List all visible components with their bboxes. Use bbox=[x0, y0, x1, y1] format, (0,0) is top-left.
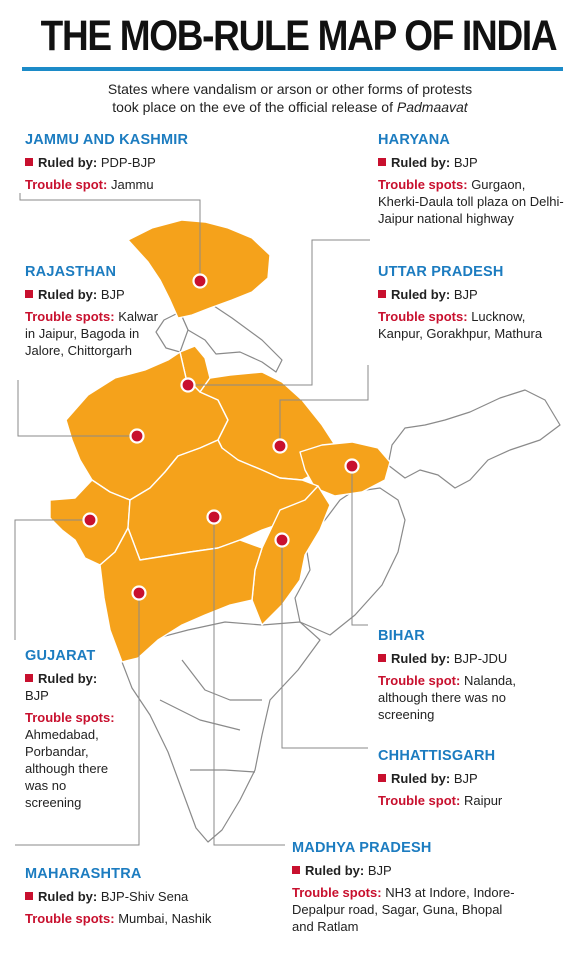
ruled-by-chhattisgarh: BJP bbox=[453, 771, 478, 786]
info-rajasthan: RAJASTHAN Ruled by: BJP Trouble spots: K… bbox=[25, 264, 160, 364]
himachal-uttarakhand bbox=[179, 299, 283, 373]
marker-maharashtra bbox=[131, 585, 147, 601]
trouble-maharashtra: Mumbai, Nashik bbox=[118, 911, 212, 926]
marker-bihar bbox=[344, 458, 360, 474]
marker-chhattisgarh bbox=[274, 532, 290, 548]
marker-up bbox=[272, 438, 288, 454]
punjab bbox=[155, 311, 189, 353]
ruled-by-jk: PDP-BJP bbox=[100, 155, 156, 170]
trouble-bihar: Nalanda, although there was no screening bbox=[378, 673, 517, 722]
subtitle-line-2: took place on the eve of the official re… bbox=[112, 99, 468, 115]
bullet-icon bbox=[25, 674, 33, 682]
subtitle-line-1: States where vandalism or arson or other… bbox=[107, 81, 473, 97]
marker-gujarat bbox=[82, 512, 98, 528]
state-name-rajasthan: RAJASTHAN bbox=[25, 264, 117, 280]
bullet-icon bbox=[378, 774, 386, 782]
info-haryana: HARYANA Ruled by: BJP Trouble spots: Gur… bbox=[378, 132, 568, 232]
leader-lines bbox=[14, 193, 370, 846]
marker-rajasthan bbox=[129, 428, 145, 444]
trouble-gujarat: Ahmedabad, Porbandar, although there was… bbox=[25, 727, 109, 810]
leader-mp bbox=[213, 517, 285, 846]
leader-gujarat bbox=[14, 519, 90, 640]
leader-jk bbox=[19, 193, 201, 281]
ruled-by-rajasthan: BJP bbox=[100, 287, 125, 302]
ruled-by-mp: BJP bbox=[367, 863, 392, 878]
trouble-rajasthan: Kalwar in Jaipur, Bagoda in Jalore, Chit… bbox=[25, 309, 158, 358]
marker-haryana bbox=[180, 377, 196, 393]
title-rule bbox=[22, 67, 563, 71]
bullet-icon bbox=[292, 866, 300, 874]
info-chhattisgarh: CHHATTISGARH Ruled by: BJP Trouble spot:… bbox=[378, 748, 568, 814]
bullet-icon bbox=[378, 654, 386, 662]
leader-chhattisgarh bbox=[281, 540, 368, 749]
bullet-icon bbox=[378, 158, 386, 166]
info-bihar: BIHAR Ruled by: BJP-JDU Trouble spot: Na… bbox=[378, 628, 548, 728]
info-uttar-pradesh: UTTAR PRADESH Ruled by: BJP Trouble spot… bbox=[378, 264, 568, 347]
ruled-by-haryana: BJP bbox=[453, 155, 478, 170]
northeast bbox=[387, 389, 561, 489]
state-name-jk: JAMMU AND KASHMIR bbox=[25, 132, 189, 148]
state-name-mp: MADHYA PRADESH bbox=[292, 840, 432, 856]
bullet-icon bbox=[25, 290, 33, 298]
state-jammu-kashmir bbox=[127, 219, 271, 319]
state-name-haryana: HARYANA bbox=[378, 132, 451, 148]
leader-haryana bbox=[188, 239, 370, 386]
state-name-gujarat: GUJARAT bbox=[25, 648, 96, 664]
bullet-icon bbox=[25, 892, 33, 900]
info-maharashtra: MAHARASHTRA Ruled by: BJP-Shiv Sena Trou… bbox=[25, 866, 235, 932]
trouble-chhattisgarh: Raipur bbox=[463, 793, 503, 808]
ruled-by-up: BJP bbox=[453, 287, 478, 302]
info-gujarat: GUJARAT Ruled by: BJP Trouble spots: Ahmed… bbox=[25, 648, 125, 816]
marker-mp bbox=[206, 509, 222, 525]
info-jammu-kashmir: JAMMU AND KASHMIR Ruled by: PDP-BJP Trou… bbox=[25, 132, 265, 198]
leader-rajasthan bbox=[17, 380, 137, 437]
leader-maharashtra bbox=[15, 593, 140, 846]
trouble-haryana: Gurgaon, Kherki-Daula toll plaza on Delh… bbox=[378, 177, 564, 226]
ruled-by-maharashtra: BJP-Shiv Sena bbox=[100, 889, 189, 904]
state-name-up: UTTAR PRADESH bbox=[378, 264, 504, 280]
markers bbox=[82, 273, 360, 601]
south-india bbox=[121, 621, 321, 843]
marker-jk bbox=[192, 273, 208, 289]
state-bihar bbox=[299, 441, 391, 497]
map-subtitle: States where vandalism or arson or other… bbox=[40, 80, 540, 116]
bullet-icon bbox=[25, 158, 33, 166]
state-name-maharashtra: MAHARASHTRA bbox=[25, 866, 142, 882]
highlighted-states bbox=[49, 219, 391, 663]
leader-bihar bbox=[351, 466, 368, 626]
info-madhya-pradesh: MADHYA PRADESH Ruled by: BJP Trouble spo… bbox=[292, 840, 517, 940]
andhra-telangana-karnataka-lines bbox=[159, 659, 262, 773]
ruled-by-bihar: BJP-JDU bbox=[453, 651, 508, 666]
ruled-by-gujarat: BJP bbox=[25, 688, 49, 703]
state-name-chhattisgarh: CHHATTISGARH bbox=[378, 748, 496, 764]
state-maharashtra bbox=[99, 527, 263, 663]
state-name-bihar: BIHAR bbox=[378, 628, 425, 644]
bullet-icon bbox=[378, 290, 386, 298]
trouble-jk: Jammu bbox=[110, 177, 154, 192]
leader-up bbox=[279, 365, 369, 446]
map-title: THE MOB-RULE MAP OF INDIA bbox=[40, 12, 558, 60]
film-title: Padmaavat bbox=[396, 99, 468, 115]
trouble-up: Lucknow, Kanpur, Gorakhpur, Mathura bbox=[378, 309, 543, 341]
trouble-mp: NH3 at Indore, Indore-Depalpur road, Sag… bbox=[292, 885, 515, 934]
